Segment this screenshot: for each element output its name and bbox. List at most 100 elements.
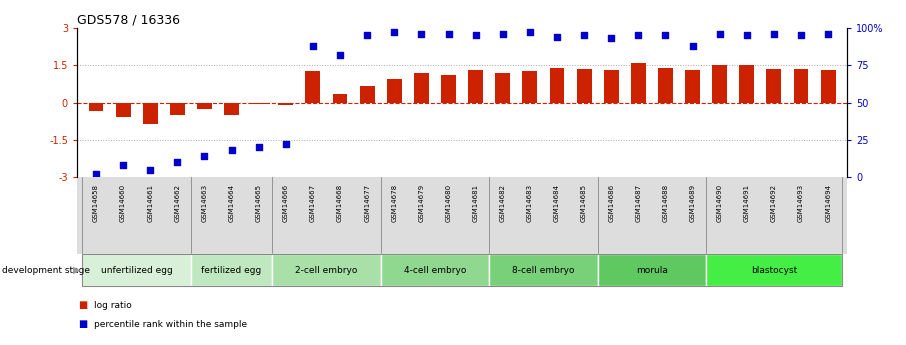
Bar: [576, 69, 592, 102]
Text: GSM14665: GSM14665: [255, 184, 262, 221]
Bar: [191, 254, 272, 286]
Point: [577, 32, 592, 38]
Text: GSM14666: GSM14666: [283, 184, 289, 221]
Text: 4-cell embryo: 4-cell embryo: [404, 266, 466, 275]
Text: GSM14679: GSM14679: [419, 184, 424, 221]
Text: GSM14685: GSM14685: [581, 184, 587, 221]
Text: GSM14694: GSM14694: [825, 184, 831, 221]
Text: GSM14693: GSM14693: [798, 184, 804, 221]
Point: [739, 32, 754, 38]
Text: GSM14664: GSM14664: [228, 184, 235, 221]
Bar: [603, 70, 619, 102]
Bar: [170, 102, 185, 115]
Point: [604, 35, 619, 41]
Text: GSM14691: GSM14691: [744, 184, 750, 221]
Bar: [489, 254, 598, 286]
Text: GSM14687: GSM14687: [635, 184, 641, 221]
Point: [794, 32, 808, 38]
Bar: [224, 102, 239, 115]
Bar: [766, 69, 781, 102]
Bar: [381, 254, 489, 286]
Bar: [685, 70, 700, 102]
Point: [252, 145, 266, 150]
Bar: [278, 102, 294, 106]
Bar: [143, 102, 158, 124]
Text: GSM14692: GSM14692: [771, 184, 777, 221]
Text: GSM14668: GSM14668: [337, 184, 343, 221]
Bar: [523, 71, 537, 102]
Text: GSM14663: GSM14663: [201, 184, 207, 221]
Bar: [441, 75, 456, 102]
Bar: [706, 254, 842, 286]
Bar: [794, 69, 808, 102]
Point: [89, 172, 103, 177]
Point: [631, 32, 646, 38]
Text: GSM14682: GSM14682: [500, 184, 506, 221]
Bar: [414, 72, 429, 102]
Point: [712, 31, 727, 36]
Point: [550, 34, 564, 39]
Bar: [712, 65, 728, 102]
Text: fertilized egg: fertilized egg: [201, 266, 262, 275]
Text: GSM14660: GSM14660: [120, 184, 126, 221]
Text: percentile rank within the sample: percentile rank within the sample: [94, 320, 247, 329]
Point: [821, 31, 835, 36]
Point: [305, 43, 320, 48]
Point: [468, 32, 483, 38]
Bar: [739, 65, 754, 102]
Text: 2-cell embryo: 2-cell embryo: [295, 266, 358, 275]
Text: GSM14689: GSM14689: [689, 184, 696, 221]
Bar: [496, 72, 510, 102]
Text: log ratio: log ratio: [94, 301, 132, 310]
Point: [414, 31, 429, 36]
Bar: [89, 102, 103, 111]
Point: [143, 167, 158, 172]
Text: unfertilized egg: unfertilized egg: [101, 266, 172, 275]
Text: ▶: ▶: [73, 265, 81, 275]
Point: [360, 32, 374, 38]
Text: GSM14686: GSM14686: [608, 184, 614, 221]
Bar: [251, 102, 266, 105]
Text: GSM14661: GSM14661: [147, 184, 153, 221]
Bar: [116, 102, 130, 118]
Point: [766, 31, 781, 36]
Text: GSM14688: GSM14688: [662, 184, 669, 221]
Text: GDS578 / 16336: GDS578 / 16336: [77, 13, 180, 27]
Text: 8-cell embryo: 8-cell embryo: [512, 266, 574, 275]
Point: [658, 32, 672, 38]
Bar: [387, 79, 401, 102]
Bar: [598, 254, 706, 286]
Bar: [468, 70, 483, 102]
Bar: [360, 86, 374, 102]
Text: GSM14667: GSM14667: [310, 184, 316, 221]
Text: morula: morula: [636, 266, 668, 275]
Bar: [305, 71, 321, 102]
Point: [496, 31, 510, 36]
Text: GSM14677: GSM14677: [364, 184, 371, 221]
Bar: [82, 254, 191, 286]
Bar: [272, 254, 381, 286]
Text: ■: ■: [78, 319, 87, 329]
Point: [387, 29, 401, 35]
Text: blastocyst: blastocyst: [751, 266, 797, 275]
Text: GSM14690: GSM14690: [717, 184, 723, 221]
Point: [170, 160, 185, 165]
Bar: [658, 68, 673, 102]
Bar: [821, 70, 835, 102]
Bar: [197, 102, 212, 109]
Text: GSM14662: GSM14662: [174, 184, 180, 221]
Text: GSM14684: GSM14684: [554, 184, 560, 221]
Point: [685, 43, 699, 48]
Text: GSM14678: GSM14678: [391, 184, 397, 221]
Bar: [333, 94, 348, 102]
Bar: [631, 62, 646, 102]
Point: [225, 148, 239, 153]
Bar: [550, 68, 564, 102]
Text: GSM14681: GSM14681: [473, 184, 478, 221]
Point: [333, 52, 347, 57]
Text: GSM14658: GSM14658: [93, 184, 99, 221]
Point: [116, 162, 130, 168]
Text: development stage: development stage: [2, 266, 90, 275]
Point: [523, 29, 537, 35]
Text: GSM14683: GSM14683: [527, 184, 533, 221]
